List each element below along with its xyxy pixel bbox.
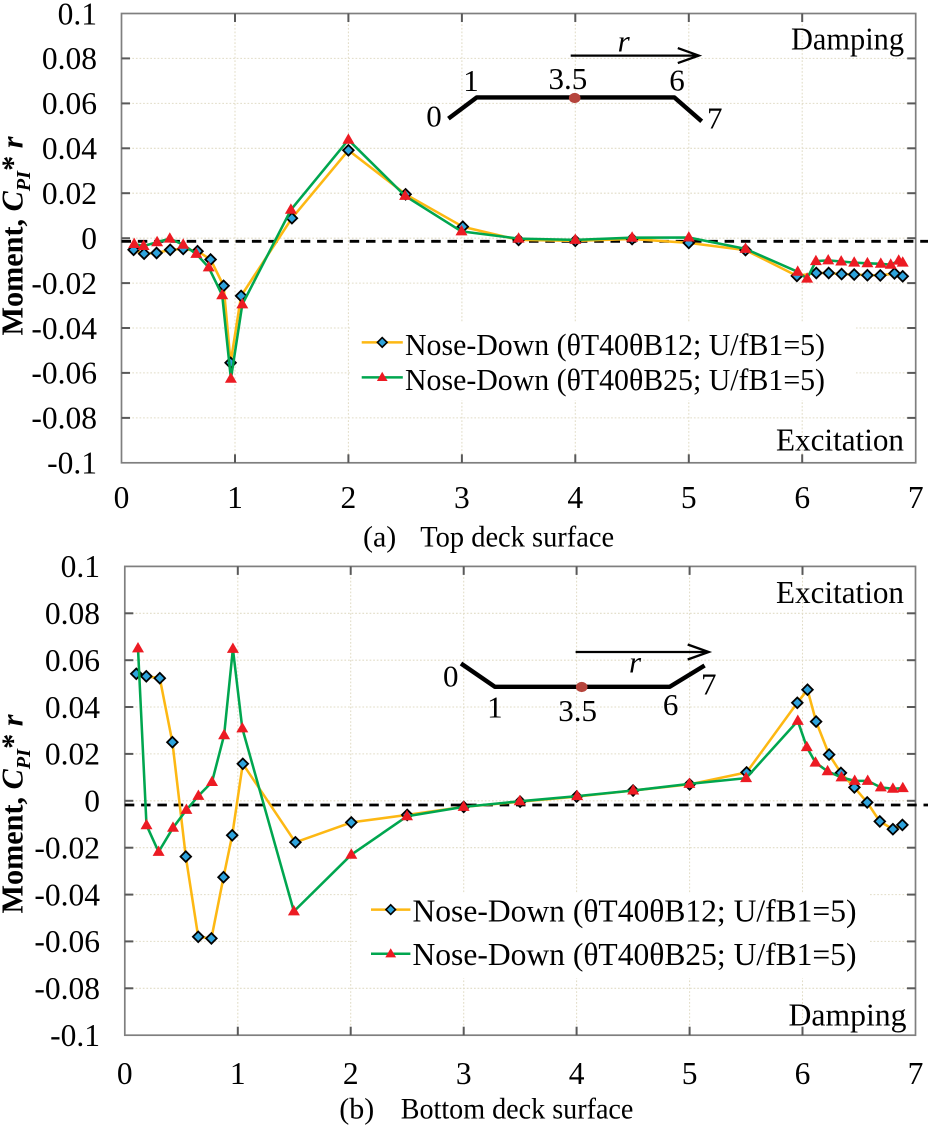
svg-text:0: 0: [84, 784, 100, 819]
svg-text:-0.06: -0.06: [31, 356, 97, 391]
svg-text:0.1: 0.1: [58, 0, 97, 31]
svg-text:0.04: 0.04: [42, 131, 97, 166]
svg-text:Nose-Down (θT40θB25; U/fB1=5): Nose-Down (θT40θB25; U/fB1=5): [405, 363, 825, 397]
svg-text:7: 7: [908, 480, 924, 515]
svg-text:r: r: [629, 645, 642, 680]
svg-text:0.04: 0.04: [45, 690, 100, 725]
svg-text:Top deck surface: Top deck surface: [420, 520, 614, 553]
svg-text:7: 7: [701, 666, 717, 701]
svg-text:Damping: Damping: [791, 21, 904, 56]
svg-text:(a): (a): [363, 520, 396, 553]
svg-text:7: 7: [908, 1056, 924, 1091]
svg-text:5: 5: [682, 1056, 698, 1091]
svg-text:0.1: 0.1: [61, 549, 100, 584]
svg-text:3: 3: [456, 1056, 472, 1091]
svg-text:3.5: 3.5: [549, 61, 588, 96]
svg-text:6: 6: [663, 687, 679, 722]
svg-text:0: 0: [114, 480, 130, 515]
svg-text:6: 6: [794, 480, 810, 515]
svg-text:6: 6: [669, 63, 685, 98]
svg-text:0.02: 0.02: [45, 737, 100, 772]
svg-text:0: 0: [81, 221, 97, 256]
svg-text:0: 0: [426, 98, 442, 133]
svg-text:Excitation: Excitation: [776, 575, 904, 610]
svg-text:Nose-Down (θT40θB12; U/fB1=5): Nose-Down (θT40θB12; U/fB1=5): [413, 894, 857, 929]
svg-text:Bottom deck surface: Bottom deck surface: [401, 1092, 634, 1125]
svg-text:2: 2: [343, 1056, 359, 1091]
svg-text:0.08: 0.08: [42, 41, 97, 76]
svg-text:Excitation: Excitation: [776, 423, 904, 458]
svg-text:4: 4: [569, 1056, 585, 1091]
svg-text:Nose-Down (θT40θB12; U/fB1=5): Nose-Down (θT40θB12; U/fB1=5): [405, 328, 825, 362]
svg-text:1: 1: [230, 1056, 246, 1091]
svg-text:-0.04: -0.04: [31, 311, 97, 346]
svg-text:0.02: 0.02: [42, 176, 97, 211]
svg-text:4: 4: [567, 480, 583, 515]
svg-text:1: 1: [227, 480, 243, 515]
svg-text:0.08: 0.08: [45, 596, 100, 631]
svg-text:5: 5: [681, 480, 697, 515]
svg-text:Nose-Down (θT40θB25; U/fB1=5): Nose-Down (θT40θB25; U/fB1=5): [413, 937, 857, 972]
svg-text:(b): (b): [339, 1092, 374, 1125]
svg-text:-0.04: -0.04: [34, 877, 100, 912]
svg-text:2: 2: [341, 480, 357, 515]
svg-text:-0.02: -0.02: [31, 266, 97, 301]
svg-text:-0.1: -0.1: [50, 1018, 100, 1053]
svg-text:r: r: [618, 24, 631, 59]
svg-text:-0.06: -0.06: [34, 924, 100, 959]
svg-text:6: 6: [795, 1056, 811, 1091]
svg-text:-0.08: -0.08: [34, 971, 100, 1006]
svg-text:7: 7: [707, 101, 723, 136]
svg-text:-0.08: -0.08: [31, 401, 97, 436]
svg-text:1: 1: [463, 63, 479, 98]
svg-text:Damping: Damping: [789, 997, 907, 1032]
svg-text:0: 0: [117, 1056, 133, 1091]
svg-text:3.5: 3.5: [558, 693, 597, 728]
svg-text:-0.1: -0.1: [47, 446, 97, 481]
svg-text:0.06: 0.06: [42, 86, 97, 121]
svg-text:3: 3: [454, 480, 470, 515]
svg-text:0.06: 0.06: [45, 643, 100, 678]
svg-text:1: 1: [487, 689, 503, 724]
svg-text:0: 0: [443, 659, 459, 694]
svg-text:-0.02: -0.02: [34, 831, 100, 866]
svg-text:Moment, CPI* r: Moment, CPI* r: [0, 135, 35, 335]
svg-text:Moment, CPI* r: Moment, CPI* r: [0, 713, 35, 913]
